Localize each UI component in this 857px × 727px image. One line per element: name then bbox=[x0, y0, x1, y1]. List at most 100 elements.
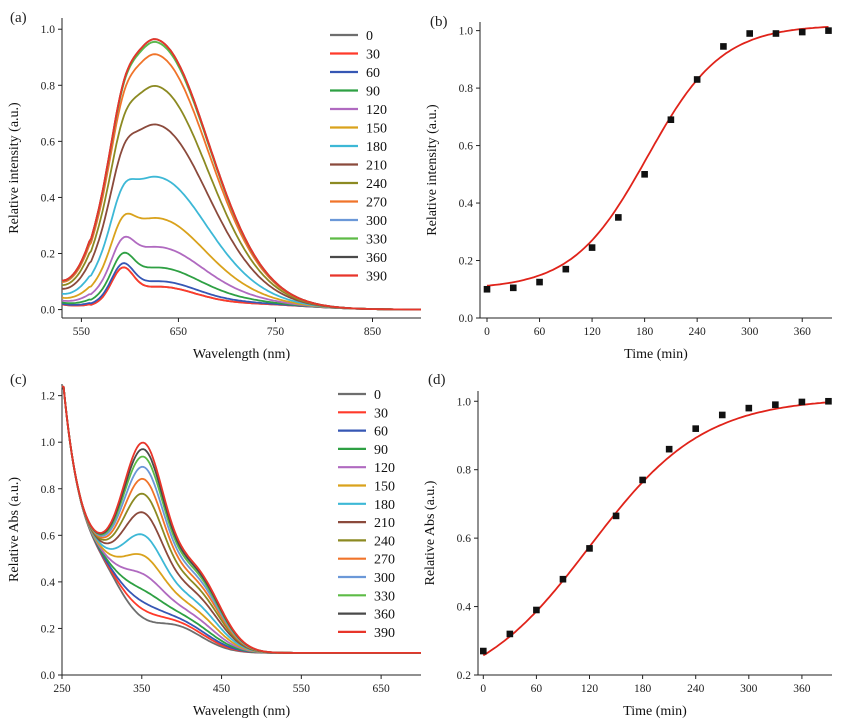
y-axis-title: Relative intensity (a.u.) bbox=[7, 102, 22, 234]
data-point bbox=[586, 545, 593, 552]
legend-entry: 360 bbox=[366, 251, 387, 266]
x-axis-title: Wavelength (nm) bbox=[193, 347, 291, 362]
legend-entry: 330 bbox=[366, 233, 387, 248]
y-tick-label: 0.4 bbox=[41, 192, 56, 204]
legend-entry: 300 bbox=[366, 214, 387, 229]
y-tick-label: 0.8 bbox=[41, 484, 56, 496]
panel-b: 0 60 120 180 240 300 360 0.0 0.2 0.4 0.6 0.8 1.0 Time… bbox=[425, 14, 832, 362]
x-tick-label: 240 bbox=[687, 683, 705, 695]
legend-entry: 120 bbox=[366, 103, 387, 118]
y-tick-label: 0.6 bbox=[41, 530, 56, 542]
panel-label: (a) bbox=[10, 10, 27, 26]
x-axis-title: Time (min) bbox=[623, 704, 687, 719]
legend-entry: 90 bbox=[366, 85, 380, 100]
legend-entry: 30 bbox=[366, 48, 380, 63]
data-points bbox=[483, 27, 832, 293]
absorbance-line-300 bbox=[61, 385, 421, 654]
legend-entry: 30 bbox=[374, 406, 388, 421]
data-point bbox=[772, 401, 779, 408]
y-tick-label: 0.2 bbox=[459, 256, 474, 268]
legend-entry: 60 bbox=[374, 425, 388, 440]
legend-entry: 240 bbox=[366, 177, 387, 192]
y-tick-label: 0.2 bbox=[457, 670, 472, 682]
data-point bbox=[798, 28, 806, 36]
x-tick-label: 360 bbox=[793, 683, 811, 695]
legend-entry: 180 bbox=[374, 498, 395, 513]
data-point bbox=[536, 278, 543, 286]
y-tick-label: 0.4 bbox=[457, 602, 472, 614]
y-tick-label: 0.6 bbox=[459, 141, 474, 153]
legend-entry: 240 bbox=[374, 534, 395, 549]
x-tick-label: 360 bbox=[794, 326, 812, 338]
y-tick-label: 0.8 bbox=[459, 83, 474, 95]
data-point bbox=[665, 445, 673, 453]
x-tick-label: 0 bbox=[484, 326, 490, 338]
data-point bbox=[746, 30, 753, 37]
legend-entry: 0 bbox=[366, 29, 373, 44]
panel-label: (b) bbox=[430, 14, 448, 30]
y-tick-label: 1.2 bbox=[41, 391, 56, 403]
data-point bbox=[718, 411, 726, 419]
x-tick-label: 60 bbox=[531, 683, 543, 695]
y-axis-title: Relative Abs (a.u.) bbox=[7, 477, 22, 582]
x-tick-label: 550 bbox=[293, 683, 311, 695]
x-axis-title: Wavelength (nm) bbox=[193, 704, 291, 719]
absorbance-series bbox=[61, 385, 421, 654]
data-point bbox=[692, 425, 700, 432]
x-tick-label: 250 bbox=[53, 683, 71, 695]
legend-entry: 360 bbox=[374, 608, 395, 623]
legend-entry: 270 bbox=[366, 196, 387, 211]
x-tick-label: 350 bbox=[133, 683, 151, 695]
data-point bbox=[745, 404, 753, 412]
y-tick-label: 0.6 bbox=[41, 136, 56, 148]
data-point bbox=[509, 284, 517, 292]
x-tick-label: 180 bbox=[636, 326, 654, 338]
y-tick-label: 0.2 bbox=[41, 249, 56, 261]
legend: 0 30 60 90 120 150 180 210 240 270 300 330 360 390 bbox=[338, 388, 395, 641]
y-tick-label: 1.0 bbox=[41, 24, 56, 36]
x-tick-label: 650 bbox=[372, 683, 390, 695]
data-point bbox=[825, 397, 832, 405]
x-tick-label: 0 bbox=[480, 683, 486, 695]
absorbance-line-390 bbox=[61, 385, 421, 654]
y-axis-title: Relative intensity (a.u.) bbox=[425, 104, 440, 236]
x-tick-label: 450 bbox=[213, 683, 231, 695]
data-point bbox=[562, 265, 570, 273]
data-point bbox=[639, 476, 646, 484]
data-point bbox=[667, 116, 675, 124]
legend-entry: 0 bbox=[374, 388, 381, 403]
legend-entry: 390 bbox=[366, 270, 387, 285]
legend-entry: 210 bbox=[366, 159, 387, 174]
data-point bbox=[533, 606, 540, 614]
fit-curve bbox=[486, 26, 829, 287]
y-tick-label: 0.8 bbox=[457, 465, 472, 477]
x-axis-title: Time (min) bbox=[624, 347, 688, 362]
y-tick-label: 0.0 bbox=[41, 670, 56, 682]
x-tick-label: 850 bbox=[364, 326, 382, 338]
y-tick-label: 0.4 bbox=[41, 577, 56, 589]
data-point bbox=[615, 214, 622, 221]
spectra-series bbox=[61, 38, 421, 311]
spectrum-line-390 bbox=[61, 38, 421, 311]
data-point bbox=[483, 285, 491, 293]
data-point bbox=[506, 630, 514, 638]
legend: 0 30 60 90 120 150 180 210 240 270 300 330 360 390 bbox=[330, 29, 387, 285]
y-tick-label: 0.8 bbox=[41, 80, 56, 92]
panel-a: 550 650 750 850 0.0 0.2 0.4 0.6 0.8 1.0 Wavelength… bbox=[7, 10, 421, 362]
data-point bbox=[825, 27, 832, 34]
data-point bbox=[559, 575, 567, 583]
y-tick-label: 0.6 bbox=[457, 533, 472, 545]
data-point bbox=[720, 43, 727, 50]
legend-entry: 150 bbox=[374, 480, 395, 495]
legend-entry: 60 bbox=[366, 66, 380, 81]
y-axis-title: Relative Abs (a.u.) bbox=[423, 480, 438, 585]
data-point bbox=[612, 512, 620, 520]
x-tick-label: 650 bbox=[170, 326, 188, 338]
x-tick-label: 240 bbox=[689, 326, 707, 338]
x-tick-label: 60 bbox=[534, 326, 546, 338]
x-tick-label: 180 bbox=[634, 683, 652, 695]
y-tick-label: 1.0 bbox=[459, 26, 474, 38]
data-point bbox=[641, 171, 648, 178]
panel-label: (c) bbox=[10, 372, 27, 388]
